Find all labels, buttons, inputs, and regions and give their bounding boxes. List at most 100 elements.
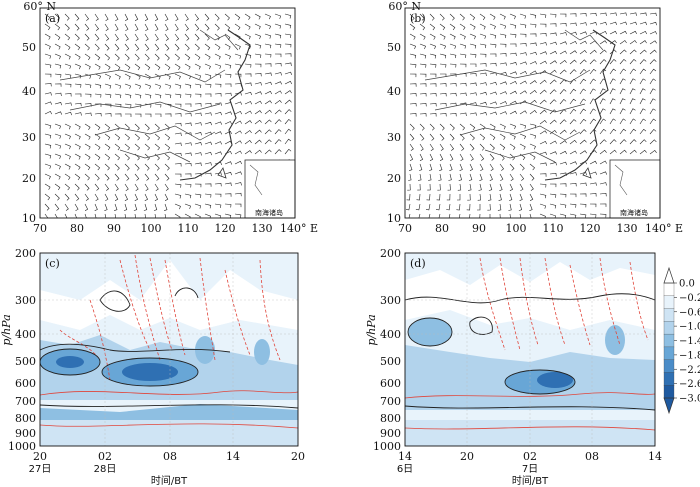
wind-barb <box>164 153 171 161</box>
panel-d-x-tick-1: 20 <box>460 450 474 463</box>
wind-barb <box>509 52 517 57</box>
wind-barb <box>599 192 607 197</box>
wind-barb <box>224 171 232 176</box>
wind-barb <box>254 33 261 40</box>
wind-barb <box>519 61 527 65</box>
wind-barb <box>479 91 487 96</box>
wind-barb <box>539 119 547 125</box>
wind-barb <box>194 83 202 89</box>
wind-barb <box>549 119 557 125</box>
wind-barb <box>539 203 547 209</box>
wind-barb <box>184 173 192 177</box>
wind-barb <box>44 23 51 31</box>
wind-barb <box>64 111 72 116</box>
wind-barb <box>569 150 577 155</box>
wind-barb <box>579 108 587 115</box>
colorbar-ticks: 0.0 −0.2 −0.6 −1.0 −1.4 −1.8 −2.2 −2.6 −3.0 <box>674 279 700 405</box>
wind-barb <box>133 203 138 211</box>
wind-barb <box>419 143 424 151</box>
wind-barb <box>254 119 262 125</box>
wind-barb <box>589 182 597 186</box>
wind-barb <box>54 102 62 106</box>
wind-barb <box>244 82 252 86</box>
wind-barb <box>104 133 111 141</box>
wind-barb <box>224 203 232 208</box>
wind-barb <box>264 23 271 30</box>
wind-barb <box>284 80 292 85</box>
wind-barb <box>44 153 52 159</box>
wind-barb <box>174 83 182 89</box>
wind-barb <box>629 128 637 135</box>
wind-barb <box>164 83 172 89</box>
wind-barb <box>74 193 80 201</box>
wind-barb <box>569 172 577 176</box>
wind-barb <box>539 23 547 28</box>
wind-barb <box>589 59 597 65</box>
wind-barb <box>559 69 567 75</box>
wind-barb <box>409 163 413 171</box>
wind-barb <box>429 53 437 59</box>
wind-barb <box>204 13 210 21</box>
wind-barb <box>174 193 182 199</box>
wind-barb <box>194 53 201 61</box>
panel-d-y-tick-800: 800 <box>380 412 401 425</box>
wind-barb <box>425 203 431 211</box>
wind-barb <box>599 68 607 75</box>
wind-barb <box>579 150 587 155</box>
wind-barb <box>489 111 497 115</box>
wind-barb <box>104 23 109 31</box>
wind-barb <box>74 102 82 107</box>
wind-barb <box>54 183 61 191</box>
wind-barb <box>224 182 232 186</box>
wind-barb <box>74 43 81 51</box>
wind-barb <box>479 163 484 171</box>
wind-barb <box>569 203 577 208</box>
wind-barb <box>204 193 212 198</box>
wind-barb <box>489 153 495 161</box>
wind-barb <box>164 143 171 151</box>
wind-barb <box>499 71 507 76</box>
wind-barb <box>214 13 220 21</box>
wind-barb <box>619 12 627 16</box>
wind-barb <box>214 161 222 166</box>
wind-barb <box>519 13 527 19</box>
wind-barb <box>619 40 627 45</box>
wind-barb <box>204 172 212 177</box>
wind-barb <box>254 100 262 105</box>
wind-barb <box>439 13 445 21</box>
wind-barb <box>124 213 126 218</box>
wind-barb <box>164 163 170 171</box>
wind-barb <box>649 78 656 85</box>
wind-barb <box>174 73 181 80</box>
wind-barb <box>84 183 90 191</box>
wind-barb <box>539 89 547 95</box>
panel-b-lon-tick-130: 130 <box>617 222 638 235</box>
wind-barb <box>74 73 82 79</box>
wind-barb <box>214 131 222 135</box>
wind-barb <box>549 23 557 27</box>
wind-barb <box>579 13 587 17</box>
wind-barb <box>104 193 109 201</box>
wind-barb <box>639 139 647 145</box>
wind-barb <box>174 132 182 137</box>
wind-barb <box>609 88 616 95</box>
wind-barb <box>154 123 160 131</box>
panel-b-inset-label: 南海诸岛 <box>620 208 648 217</box>
colorbar-swatch <box>663 282 675 297</box>
wind-barb <box>509 43 517 47</box>
wind-barb <box>429 13 435 21</box>
wind-barb <box>264 109 272 115</box>
wind-barb <box>519 163 525 171</box>
wind-barb <box>429 103 437 107</box>
wind-barb <box>254 82 262 86</box>
panel-b-coastline <box>424 29 616 181</box>
wind-barb <box>64 193 70 201</box>
wind-barb <box>114 93 122 99</box>
wind-barb <box>54 193 60 201</box>
wind-barb <box>409 73 417 78</box>
wind-barb <box>619 108 626 115</box>
wind-barb <box>579 171 587 176</box>
wind-barb <box>284 13 292 19</box>
wind-barb <box>529 89 537 95</box>
wind-barb <box>204 23 210 31</box>
